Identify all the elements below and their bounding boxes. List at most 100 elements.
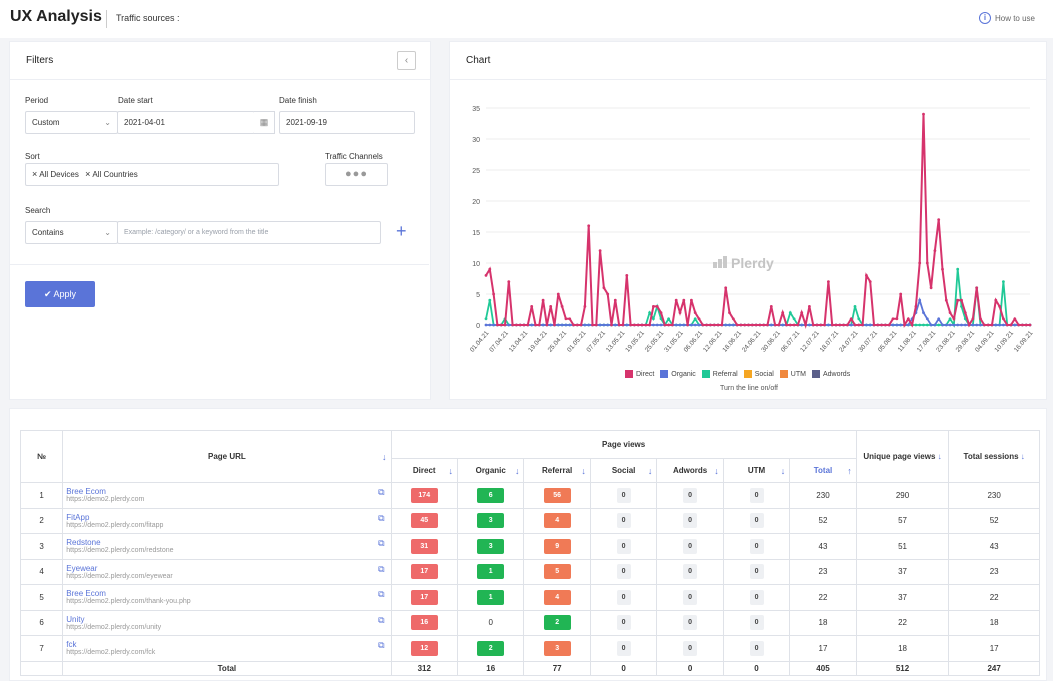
social-badge: 0	[616, 538, 631, 554]
col-adwords[interactable]: Adwords ↓	[656, 458, 724, 483]
col-social[interactable]: Social ↓	[589, 458, 658, 483]
remove-icon[interactable]: ×	[85, 169, 91, 179]
external-link-icon[interactable]: ⧉	[378, 563, 385, 574]
date-finish-label: Date finish	[279, 96, 317, 105]
external-link-icon[interactable]: ⧉	[378, 614, 385, 625]
external-link-icon[interactable]: ⧉	[378, 538, 385, 548]
sort-arrow-icon[interactable]: ↓	[714, 465, 719, 476]
organic-badge: 1	[477, 589, 505, 605]
remove-icon[interactable]: ×	[32, 169, 38, 179]
col-referral[interactable]: Referral ↓	[523, 458, 591, 483]
data-point-organic	[598, 323, 602, 327]
page-name-link[interactable]: Bree Ecom	[66, 487, 106, 497]
data-point-organic	[674, 323, 678, 327]
x-tick-label: 24.07.21	[838, 329, 860, 353]
period-select[interactable]: Custom ⌄	[25, 111, 118, 134]
col-organic[interactable]: Organic ↓	[456, 458, 525, 483]
data-point-direct	[655, 305, 659, 308]
data-point-organic	[948, 323, 952, 327]
data-point-direct	[853, 323, 857, 327]
sort-arrow-up-icon[interactable]: ↑	[847, 465, 852, 476]
sessions-cell: 22	[948, 584, 1040, 611]
col-direct[interactable]: Direct ↓	[390, 458, 458, 483]
search-input[interactable]: Example: /category/ or a keyword from th…	[117, 221, 381, 244]
data-point-organic	[868, 323, 872, 327]
calendar-icon[interactable]: ▦	[254, 111, 275, 134]
utm-cell: 0	[722, 533, 791, 560]
traffic-channels-button[interactable]: ●●●	[325, 163, 388, 186]
chip-all-devices[interactable]: × All Devices	[32, 164, 79, 185]
x-tick-label: 12.06.21	[702, 329, 724, 353]
legend-item-referral[interactable]: Referral	[701, 370, 738, 378]
page-name-link[interactable]: Bree Ecom	[66, 589, 106, 599]
data-point-direct	[591, 323, 594, 327]
data-point-organic	[659, 323, 663, 327]
sort-arrow-icon[interactable]: ↓	[1020, 452, 1025, 461]
sort-arrow-icon[interactable]: ↓	[382, 451, 387, 462]
sort-arrow-icon[interactable]: ↓	[937, 452, 942, 461]
unique-cell: 22	[855, 609, 950, 636]
page-name-link[interactable]: Redstone	[66, 538, 101, 548]
organic-value: 0	[488, 618, 493, 628]
collapse-filters-button[interactable]: ‹	[397, 51, 416, 70]
social-badge: 0	[616, 589, 631, 605]
col-unique-label: Unique page views	[863, 452, 936, 461]
sort-multiselect[interactable]: × All Devices × All Countries	[25, 163, 279, 186]
page-url-text: https://demo2.plerdy.com/fck	[66, 649, 156, 657]
data-point-organic	[583, 323, 587, 327]
col-utm[interactable]: UTM ↓	[722, 458, 791, 483]
search-mode-select[interactable]: Contains ⌄	[25, 221, 118, 244]
data-point-direct	[610, 323, 613, 327]
col-page-url[interactable]: Page URL ↓	[62, 430, 392, 483]
apply-button[interactable]: ✔ Apply	[25, 281, 95, 307]
page-url-cell: Eyewear https://demo2.plerdy.com/eyewear ⧉	[62, 558, 392, 585]
legend-item-utm[interactable]: UTM	[779, 370, 806, 378]
sort-arrow-icon[interactable]: ↓	[647, 465, 653, 476]
legend-item-direct[interactable]: Direct	[625, 370, 654, 378]
date-start-input[interactable]: 2021-04-01	[117, 111, 255, 134]
legend-item-organic[interactable]: Organic	[660, 370, 696, 378]
legend-label: Direct	[636, 370, 655, 378]
sort-arrow-icon[interactable]: ↓	[581, 465, 586, 476]
data-point-direct	[827, 280, 830, 283]
page-name-link[interactable]: fck	[66, 640, 77, 650]
data-point-direct	[861, 323, 864, 327]
how-to-use-link[interactable]: i How to use	[978, 12, 1035, 24]
data-point-direct	[633, 323, 636, 327]
date-finish-input[interactable]: 2021-09-19	[279, 111, 415, 134]
totals-organic: 16	[456, 660, 525, 676]
data-point-organic	[899, 323, 903, 327]
col-total-label: Total	[813, 466, 833, 475]
data-point-direct	[906, 317, 910, 321]
legend-item-social[interactable]: Social	[743, 370, 774, 378]
col-unique-page-views[interactable]: Unique page views ↓	[855, 430, 950, 483]
page-name-link[interactable]: Eyewear	[66, 563, 98, 573]
external-link-icon[interactable]: ⧉	[378, 589, 385, 599]
legend-item-adwords[interactable]: Adwords	[811, 370, 850, 378]
data-point-organic	[963, 323, 967, 327]
period-value: Custom	[32, 118, 60, 127]
y-tick-label: 15	[472, 230, 480, 237]
sessions-cell: 17	[948, 635, 1040, 662]
sort-arrow-icon[interactable]: ↓	[514, 465, 520, 476]
external-link-icon[interactable]: ⧉	[378, 487, 385, 497]
data-point-direct	[575, 323, 579, 327]
chip-all-countries[interactable]: × All Countries	[85, 164, 138, 185]
external-link-icon[interactable]: ⧉	[378, 512, 385, 523]
page-name-link[interactable]: Unity	[66, 614, 85, 624]
external-link-icon[interactable]: ⧉	[378, 640, 385, 650]
organic-cell: 3	[456, 533, 525, 560]
unique-cell: 37	[855, 584, 950, 611]
add-filter-icon[interactable]: +	[396, 221, 407, 241]
sort-arrow-icon[interactable]: ↓	[448, 465, 453, 476]
legend-swatch	[743, 370, 752, 378]
data-point-direct	[484, 274, 488, 277]
data-point-direct	[629, 323, 632, 327]
page-name-link[interactable]: FitApp	[66, 512, 90, 522]
data-point-direct	[1013, 317, 1017, 321]
data-point-organic	[952, 323, 956, 327]
sort-arrow-icon[interactable]: ↓	[780, 465, 786, 476]
data-point-direct	[663, 323, 667, 327]
col-total-sessions[interactable]: Total sessions ↓	[948, 430, 1040, 483]
col-total[interactable]: Total ↑	[789, 458, 857, 483]
